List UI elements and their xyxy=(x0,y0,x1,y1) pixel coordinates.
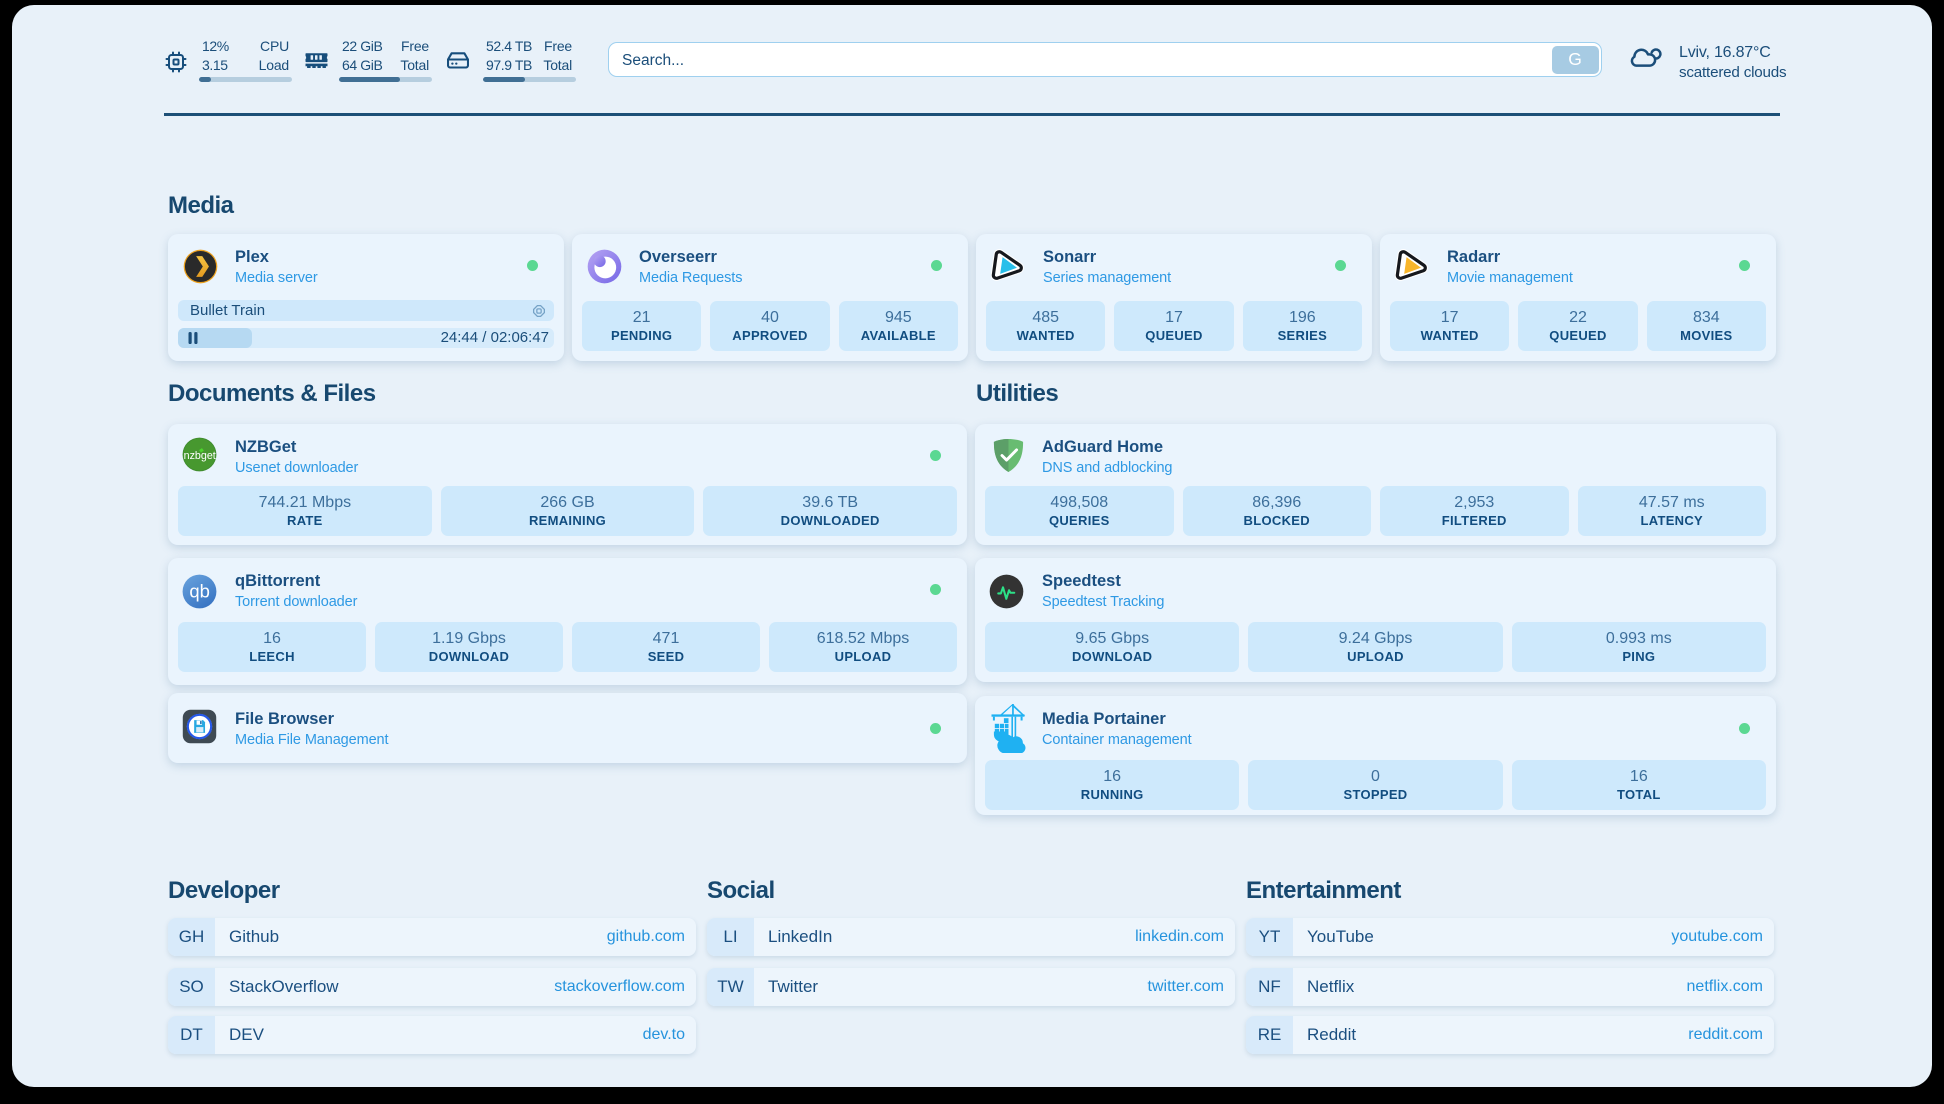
svg-text:qb: qb xyxy=(189,580,210,601)
svg-text:nzbget: nzbget xyxy=(184,450,216,462)
